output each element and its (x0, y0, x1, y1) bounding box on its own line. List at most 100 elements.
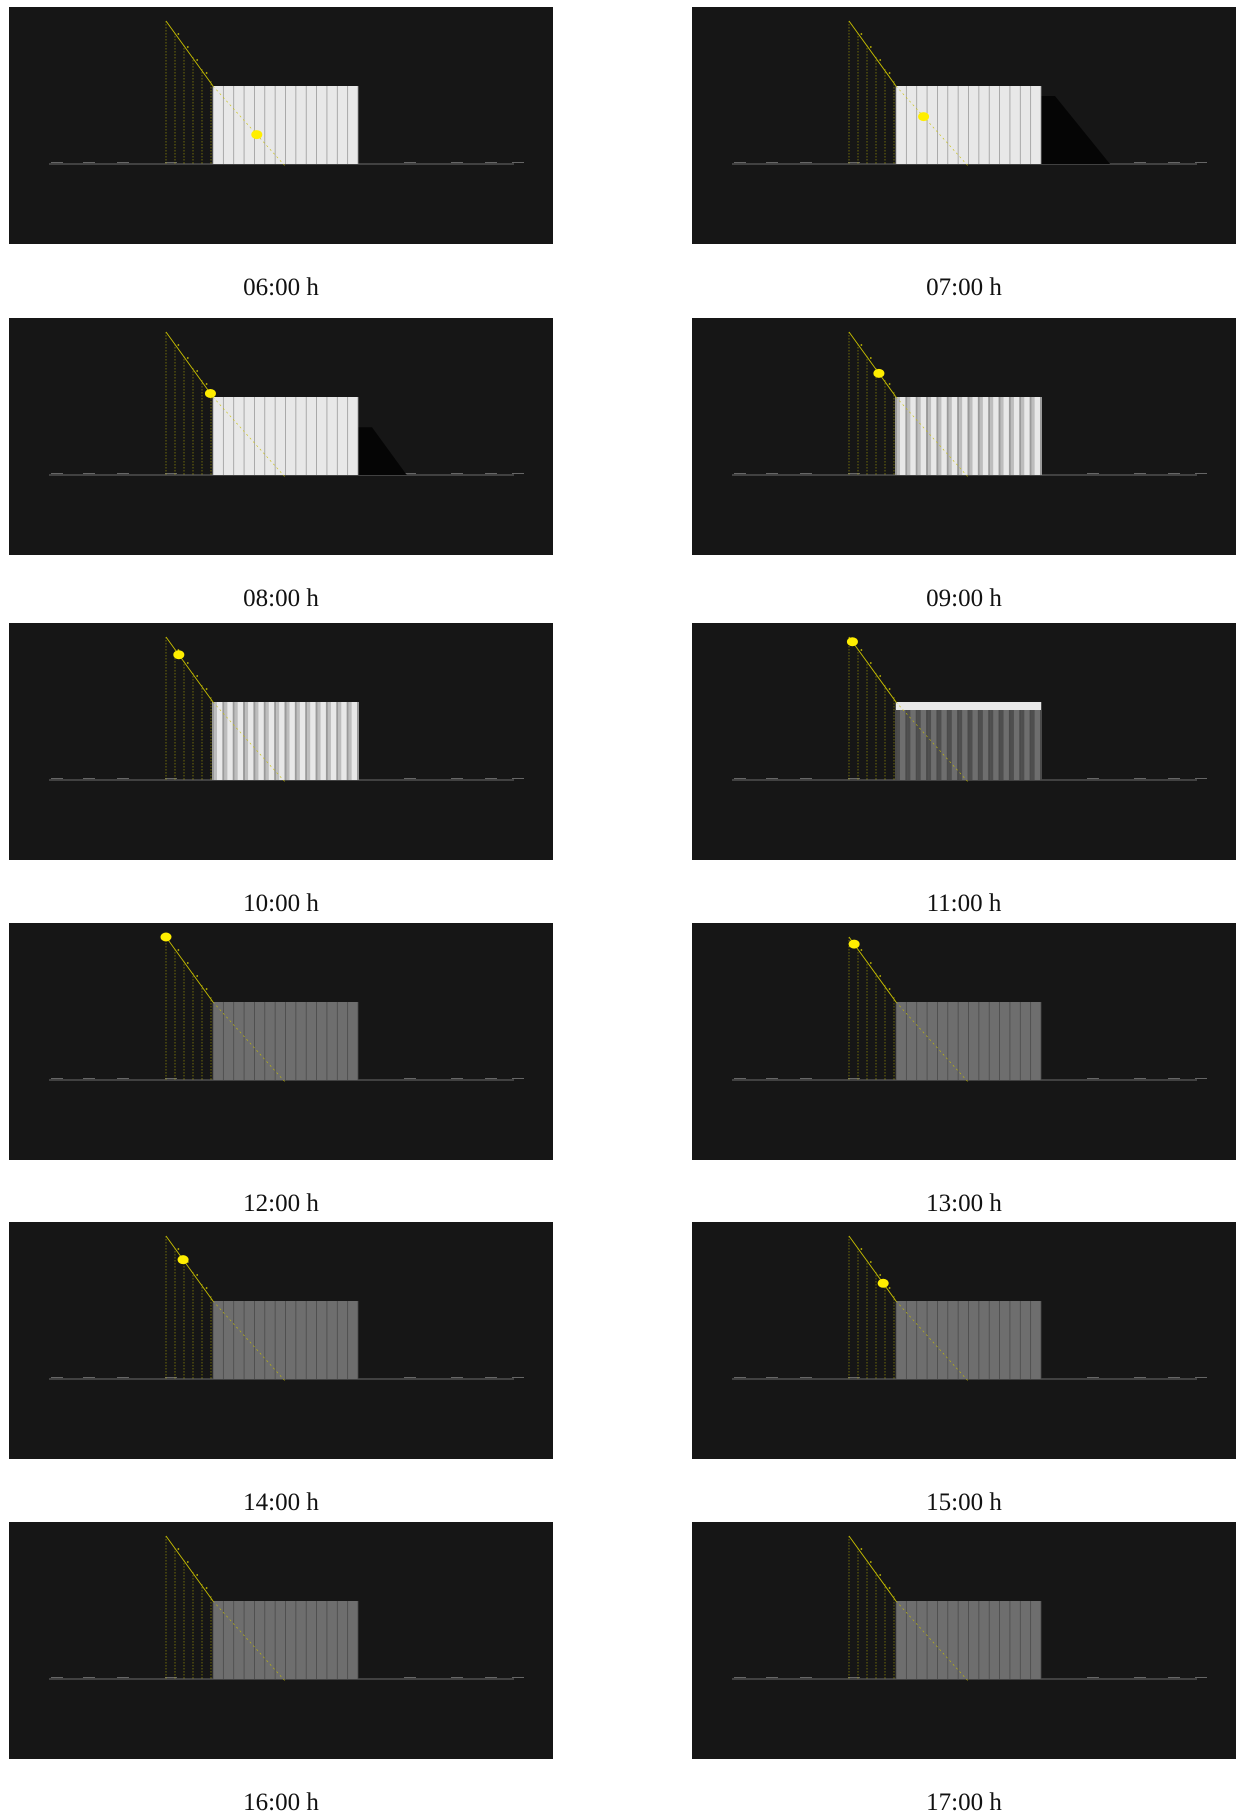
sun (204, 388, 216, 398)
hour-mark-3 (879, 59, 882, 61)
sun-path-projection (212, 1300, 287, 1383)
cast-shadow (1041, 96, 1110, 164)
panel-10: 15:00 h (692, 1222, 1236, 1517)
fin-shade-10 (307, 702, 311, 780)
panel-7: 12:00 h (9, 923, 553, 1218)
section-drawing (692, 318, 1236, 555)
fin-shade-13 (1021, 397, 1025, 475)
fin-shade-7 (276, 702, 280, 780)
hour-mark-2 (869, 46, 872, 48)
hour-mark-2 (186, 1561, 189, 1563)
fin-shade-5 (938, 397, 942, 475)
sun-path-projection (895, 1001, 970, 1084)
section-drawing (692, 1222, 1236, 1459)
section-drawing (692, 623, 1236, 860)
sun (173, 650, 185, 660)
fin-shade-6 (265, 702, 269, 780)
hour-mark-2 (186, 962, 189, 964)
section-drawing (692, 7, 1236, 244)
sun-path-projection (212, 701, 287, 784)
panel-8: 13:00 h (692, 923, 1236, 1218)
section-drawing (9, 1522, 553, 1759)
fin-shade-7 (959, 702, 963, 780)
fin-shade-10 (990, 702, 994, 780)
time-caption: 10:00 h (243, 890, 319, 917)
fin-shade-1 (897, 397, 900, 475)
hour-mark-2 (869, 1561, 872, 1563)
fin-shade-14 (348, 702, 352, 780)
fin-shade-4 (245, 702, 249, 780)
hour-mark-4 (205, 1587, 208, 1589)
fin-shade-11 (1000, 397, 1004, 475)
fin-shade-6 (948, 397, 952, 475)
sun (918, 112, 930, 122)
hour-mark-3 (879, 975, 882, 977)
sun-path-projection (212, 1001, 287, 1084)
hour-mark-4 (205, 72, 208, 74)
hour-mark-1 (860, 344, 863, 346)
fin-shade-12 (1010, 702, 1014, 780)
hour-mark-1 (860, 1548, 863, 1550)
hour-mark-3 (196, 675, 199, 677)
sun-path-line (848, 1235, 897, 1302)
fin-shade-14 (1031, 397, 1035, 475)
hour-mark-1 (177, 949, 180, 951)
hour-mark-2 (186, 662, 189, 664)
panel-5: 10:00 h (9, 623, 553, 918)
hour-mark-3 (196, 59, 199, 61)
fin-shade-11 (317, 702, 321, 780)
hour-mark-2 (186, 357, 189, 359)
fin-shade-14 (1031, 702, 1035, 780)
sun-path-projection (212, 1600, 287, 1683)
hour-mark-4 (888, 1287, 891, 1289)
fin-shade-2 (224, 702, 228, 780)
panel-1: 06:00 h (9, 7, 553, 302)
time-caption: 17:00 h (926, 1789, 1002, 1816)
section-drawing (9, 7, 553, 244)
sun-path-line (848, 1535, 897, 1602)
sun-path-projection (895, 1300, 970, 1383)
sun-path-line (165, 636, 214, 703)
hour-mark-4 (205, 1287, 208, 1289)
time-caption: 06:00 h (243, 274, 319, 301)
sun-path-line (165, 1535, 214, 1602)
hour-mark-3 (879, 675, 882, 677)
sun-path-projection (212, 85, 287, 168)
fin-shade-2 (907, 397, 911, 475)
panel-12: 17:00 h (692, 1522, 1236, 1817)
fin-shade-7 (959, 397, 963, 475)
hour-mark-1 (860, 1248, 863, 1250)
fin-shade-1 (214, 702, 217, 780)
sun-path-line (848, 20, 897, 87)
panel-4: 09:00 h (692, 318, 1236, 613)
fin-shade-3 (917, 397, 921, 475)
hour-mark-1 (177, 33, 180, 35)
fin-shade-1 (897, 702, 900, 780)
hour-mark-1 (860, 33, 863, 35)
hour-mark-3 (196, 1574, 199, 1576)
hour-mark-4 (888, 688, 891, 690)
fin-shade-5 (255, 702, 259, 780)
hour-mark-4 (888, 988, 891, 990)
sun (846, 637, 858, 647)
time-caption: 13:00 h (926, 1190, 1002, 1217)
sun-path-line (165, 20, 214, 87)
hour-mark-2 (186, 46, 189, 48)
section-drawing (9, 318, 553, 555)
fin-shade-9 (979, 397, 983, 475)
sun-path-projection (895, 85, 970, 168)
time-caption: 16:00 h (243, 1789, 319, 1816)
fin-shade-8 (969, 702, 973, 780)
cast-shadow (358, 427, 407, 475)
hour-mark-3 (879, 1574, 882, 1576)
time-caption: 08:00 h (243, 585, 319, 612)
fin-shade-8 (286, 702, 290, 780)
lit-cornice (896, 702, 1041, 710)
hour-mark-3 (196, 975, 199, 977)
panel-6: 11:00 h (692, 623, 1236, 918)
time-caption: 09:00 h (926, 585, 1002, 612)
hour-mark-1 (860, 949, 863, 951)
fin-shade-9 (296, 702, 300, 780)
time-caption: 14:00 h (243, 1489, 319, 1516)
